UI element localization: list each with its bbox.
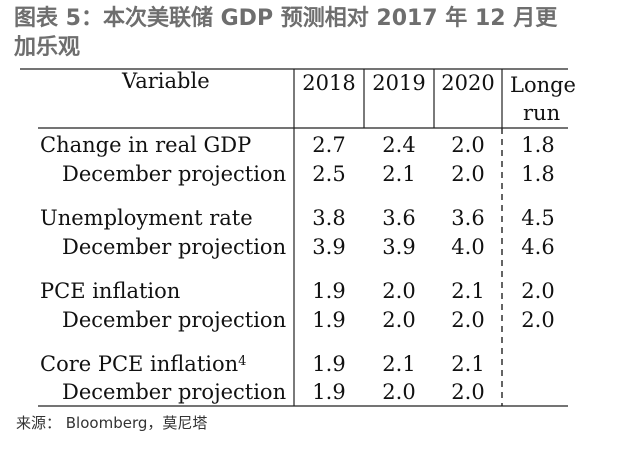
header-2019: 2019 xyxy=(372,71,426,95)
row-label: December projection xyxy=(62,308,287,332)
cell-2018: 1.9 xyxy=(312,308,346,332)
row-label-text: Core PCE inflation xyxy=(40,352,239,376)
cell-longrun: 2.0 xyxy=(521,308,555,332)
cell-2020: 2.0 xyxy=(451,380,485,404)
cell-2019: 2.0 xyxy=(382,308,416,332)
cell-2020: 2.0 xyxy=(451,133,485,157)
cell-longrun: 1.8 xyxy=(521,133,555,157)
cell-2018: 3.9 xyxy=(312,235,346,259)
figure-title: 图表 5：本次美联储 GDP 预测相对 2017 年 12 月更加乐观 xyxy=(14,6,558,60)
cell-2019: 2.0 xyxy=(382,380,416,404)
cell-longrun: 4.5 xyxy=(521,206,555,230)
cell-2018: 2.7 xyxy=(312,133,346,157)
cell-2019: 3.6 xyxy=(382,206,416,230)
cell-2018: 1.9 xyxy=(312,279,346,303)
header-2018: 2018 xyxy=(302,71,356,95)
cell-longrun: 1.8 xyxy=(521,162,555,186)
header-longrun-line2: run xyxy=(523,101,561,125)
cell-2018: 3.8 xyxy=(312,206,346,230)
cell-2019: 2.1 xyxy=(382,352,416,376)
cell-2020: 3.6 xyxy=(451,206,485,230)
header-2020: 2020 xyxy=(441,71,495,95)
cell-2019: 2.0 xyxy=(382,279,416,303)
source-note: 来源： Bloomberg，莫尼塔 xyxy=(16,414,208,432)
row-label: December projection xyxy=(62,235,287,259)
header-longrun-line1: Longe xyxy=(510,73,576,97)
row-label: December projection xyxy=(62,162,287,186)
projections-table: Variable 2018 2019 2020 Longe run Change… xyxy=(20,68,576,408)
cell-2020: 2.0 xyxy=(451,162,485,186)
cell-2019: 2.4 xyxy=(382,133,416,157)
cell-2019: 3.9 xyxy=(382,235,416,259)
cell-2020: 4.0 xyxy=(451,235,485,259)
cell-longrun: 4.6 xyxy=(521,235,555,259)
row-label: December projection xyxy=(62,380,287,404)
cell-2018: 1.9 xyxy=(312,380,346,404)
table-rules xyxy=(20,68,568,407)
header-variable: Variable xyxy=(122,69,210,93)
cell-2020: 2.0 xyxy=(451,308,485,332)
footnote-marker: 4 xyxy=(238,354,247,369)
cell-2020: 2.1 xyxy=(451,352,485,376)
cell-2018: 2.5 xyxy=(312,162,346,186)
cell-2020: 2.1 xyxy=(451,279,485,303)
row-label: Change in real GDP xyxy=(40,133,252,157)
cell-2018: 1.9 xyxy=(312,352,346,376)
cell-2019: 2.1 xyxy=(382,162,416,186)
cell-longrun: 2.0 xyxy=(521,279,555,303)
row-label: Core PCE inflation4 xyxy=(40,351,246,377)
row-label: PCE inflation xyxy=(40,279,181,303)
row-label: Unemployment rate xyxy=(40,206,253,230)
